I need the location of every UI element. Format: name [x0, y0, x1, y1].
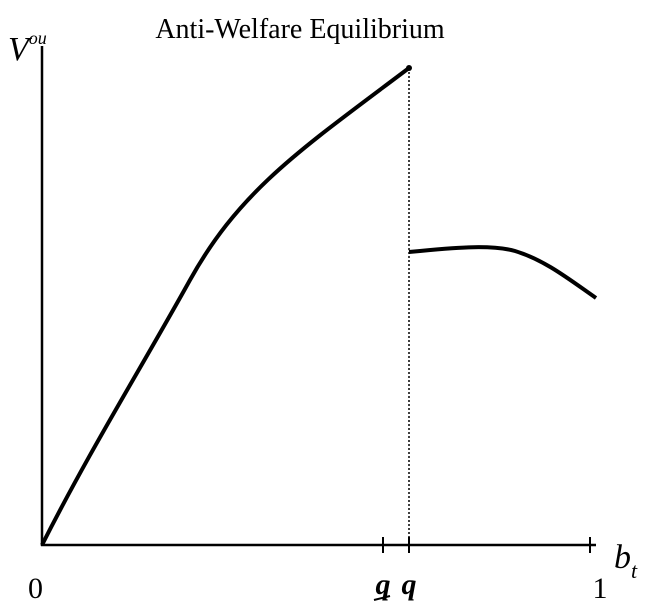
x-tick-label: q [402, 568, 417, 601]
curve-left [40, 66, 411, 546]
curve-right [408, 245, 598, 300]
x-tick-label: q [376, 568, 391, 601]
x-tick-label: 1 [593, 572, 608, 605]
tick-label-mark [373, 595, 391, 601]
endpoint [406, 65, 412, 71]
x-axis-label-sub: t [631, 558, 638, 583]
y-axis-label-sup: ou [29, 28, 47, 48]
x-axis-label: bt [614, 539, 638, 583]
title: Anti-Welfare Equilibrium [155, 14, 445, 45]
x-axis-label-base: b [614, 539, 631, 576]
x-tick-label: 0 [28, 572, 43, 605]
